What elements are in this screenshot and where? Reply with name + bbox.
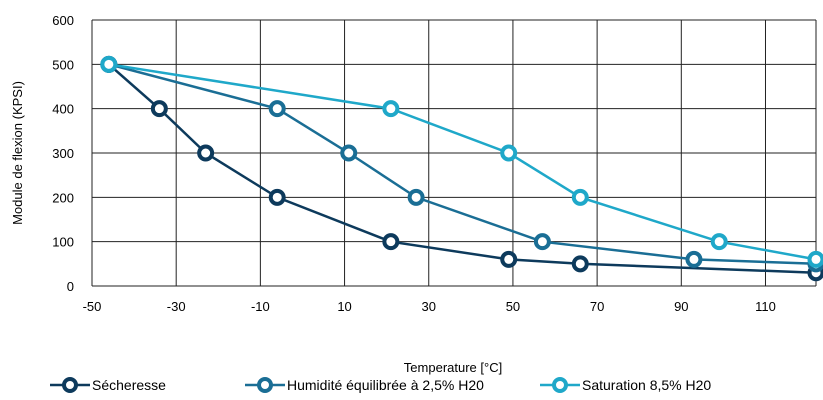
data-point <box>197 144 215 162</box>
y-tick-labels: 0 100 200 300 400 500 600 <box>52 13 74 294</box>
data-point <box>807 250 823 268</box>
x-tick-label: 90 <box>674 299 688 314</box>
legend-item: Saturation 8,5% H20 <box>540 377 711 393</box>
series-line <box>108 63 817 266</box>
data-point <box>100 55 118 73</box>
series-line <box>107 63 817 274</box>
legend-swatch-marker <box>552 377 568 393</box>
x-tick-label: -50 <box>83 299 102 314</box>
y-tick-label: 600 <box>52 13 74 28</box>
x-tick-label: 110 <box>755 299 776 314</box>
data-point <box>268 100 286 118</box>
data-point <box>382 100 400 118</box>
x-axis-title: Temperature [°C] <box>404 360 502 375</box>
series-layer <box>100 55 823 282</box>
legend-swatch-marker <box>62 377 78 393</box>
y-tick-label: 0 <box>67 279 74 294</box>
legend-label: Saturation 8,5% H20 <box>582 377 711 393</box>
y-tick-label: 200 <box>52 190 74 205</box>
legend-item: Sécheresse <box>50 377 166 393</box>
legend: Sécheresse Humidité équilibrée à 2,5% H20… <box>50 377 711 393</box>
data-point <box>500 144 518 162</box>
data-point <box>571 255 589 273</box>
data-point <box>685 250 703 268</box>
legend-label: Sécheresse <box>92 377 166 393</box>
data-point <box>710 233 728 251</box>
x-tick-label: 10 <box>337 299 351 314</box>
y-tick-label: 100 <box>52 235 74 250</box>
legend-swatch-marker <box>257 377 273 393</box>
y-tick-label: 500 <box>52 57 74 72</box>
legend-item: Humidité équilibrée à 2,5% H20 <box>245 377 484 393</box>
x-tick-label: 50 <box>506 299 520 314</box>
y-tick-label: 300 <box>52 146 74 161</box>
y-axis-title: Module de flexion (KPSI) <box>10 81 25 225</box>
data-point <box>382 233 400 251</box>
series-1 <box>100 55 823 282</box>
series-line <box>108 63 817 261</box>
x-tick-label: 70 <box>590 299 604 314</box>
y-tick-label: 400 <box>52 102 74 117</box>
data-point <box>268 188 286 206</box>
data-point <box>533 233 551 251</box>
data-point <box>150 100 168 118</box>
series-3 <box>100 55 823 268</box>
data-point <box>571 188 589 206</box>
x-tick-label: -10 <box>251 299 270 314</box>
data-point <box>407 188 425 206</box>
data-point <box>500 250 518 268</box>
legend-label: Humidité équilibrée à 2,5% H20 <box>287 377 484 393</box>
x-tick-label: -30 <box>167 299 186 314</box>
x-tick-labels: -50 -30 -10 10 30 50 70 90 110 <box>83 299 776 314</box>
data-point <box>340 144 358 162</box>
x-tick-label: 30 <box>422 299 436 314</box>
